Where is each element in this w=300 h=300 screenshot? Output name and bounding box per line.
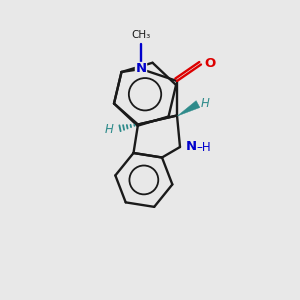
Text: N: N bbox=[185, 140, 197, 154]
Text: H: H bbox=[200, 97, 209, 110]
Text: –H: –H bbox=[196, 141, 211, 154]
Text: N: N bbox=[135, 62, 147, 76]
Text: O: O bbox=[205, 56, 216, 70]
Polygon shape bbox=[177, 101, 200, 116]
Text: H: H bbox=[105, 122, 114, 136]
Text: CH₃: CH₃ bbox=[131, 30, 151, 40]
